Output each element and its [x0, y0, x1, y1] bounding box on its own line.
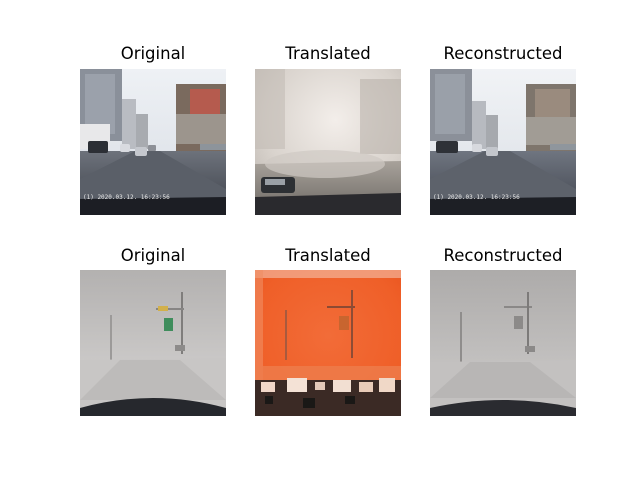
row2-translated-image [255, 270, 401, 416]
row1-original-image: (1) 2020.03.12. 16:23:56 [80, 69, 226, 215]
row2-original-image [80, 270, 226, 416]
title-row2-reconstructed: Reconstructed [443, 246, 563, 265]
title-row1-reconstructed: Reconstructed [443, 44, 563, 63]
title-row1-original: Original [120, 44, 186, 63]
row1-reconstructed-image: (1) 2020.03.12. 16:23:56 [430, 69, 576, 215]
title-row2-original: Original [120, 246, 186, 265]
title-row1-translated: Translated [285, 44, 371, 63]
row2-reconstructed-image [430, 270, 576, 416]
title-row2-translated: Translated [285, 246, 371, 265]
row1-original-timestamp: (1) 2020.03.12. 16:23:56 [83, 194, 170, 201]
row1-translated-image [255, 69, 401, 215]
row1-reconstructed-timestamp: (1) 2020.03.12. 16:23:56 [433, 194, 520, 201]
